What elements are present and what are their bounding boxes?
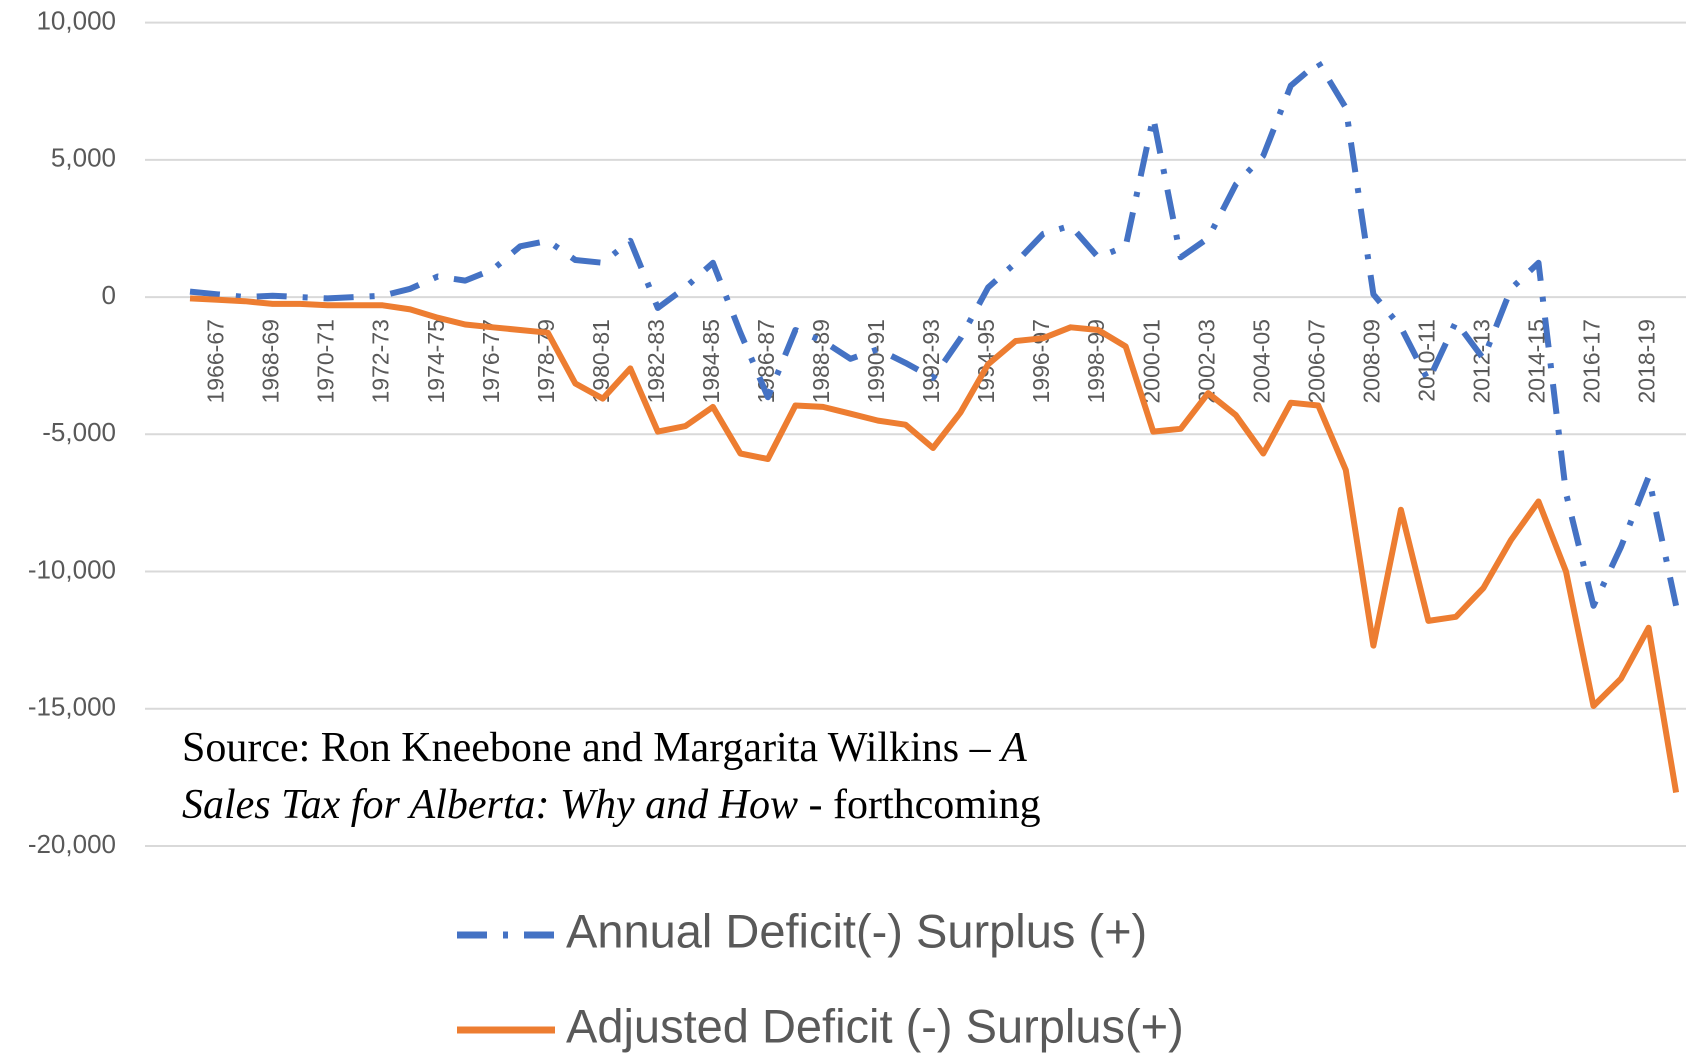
x-tick-label: 1968-69 <box>258 319 284 403</box>
note-title: A Sales Tax for Alberta: Why and How <box>182 725 1026 828</box>
x-tick-label: 2012-13 <box>1469 319 1495 403</box>
y-tick-label: 0 <box>102 280 116 310</box>
y-tick-label: -10,000 <box>28 554 116 584</box>
note-text: - forthcoming <box>798 782 1041 828</box>
legend-label: Annual Deficit(-) Surplus (+) <box>566 904 1147 957</box>
x-tick-label: 2008-09 <box>1358 319 1384 403</box>
data-line <box>189 59 1680 609</box>
x-tick-label: 2006-07 <box>1303 319 1329 403</box>
x-tick-label: 2004-05 <box>1248 319 1274 403</box>
source-note: Source: Ron Kneebone and Margarita Wilki… <box>182 720 1062 834</box>
x-tick-label: 1990-91 <box>863 319 889 403</box>
x-tick-label: 1984-85 <box>698 319 724 403</box>
y-tick-label: 10,000 <box>36 5 116 35</box>
x-tick-label: 1992-93 <box>918 319 944 403</box>
x-tick-label: 1988-89 <box>808 319 834 403</box>
x-tick-label: 1972-73 <box>368 319 394 403</box>
y-tick-label: -15,000 <box>28 692 116 722</box>
x-tick-label: 2018-19 <box>1634 319 1660 403</box>
x-tick-label: 1970-71 <box>313 319 339 403</box>
x-tick-label: 1996-97 <box>1028 319 1054 403</box>
x-tick-label: 1966-67 <box>203 319 229 403</box>
x-tick-label: 1974-75 <box>423 319 449 403</box>
x-tick-label: 2016-17 <box>1579 319 1605 403</box>
y-tick-label: -5,000 <box>42 417 116 447</box>
x-tick-label: 2002-03 <box>1193 319 1219 403</box>
note-text: Source: Ron Kneebone and Margarita Wilki… <box>182 725 1002 771</box>
x-tick-label: 1982-83 <box>643 319 669 403</box>
x-tick-label: 1976-77 <box>478 319 504 403</box>
y-tick-label: 5,000 <box>51 143 116 173</box>
y-tick-label: -20,000 <box>28 829 116 859</box>
legend-label: Adjusted Deficit (-) Surplus(+) <box>566 999 1184 1052</box>
data-line <box>189 295 1680 793</box>
